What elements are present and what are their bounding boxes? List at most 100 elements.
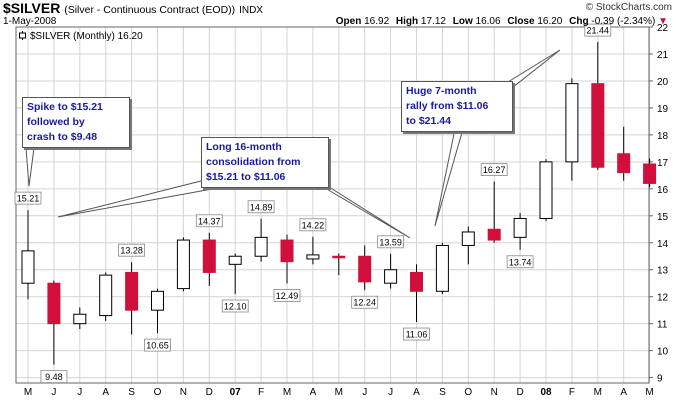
annotation-pointer bbox=[57, 179, 213, 218]
y-tick-label: 16 bbox=[657, 185, 669, 196]
y-tick-label: 12 bbox=[657, 293, 669, 304]
candles bbox=[21, 42, 657, 365]
annotation-line: consolidation from bbox=[206, 156, 301, 168]
candle bbox=[539, 159, 553, 222]
candle bbox=[228, 253, 242, 294]
price-label-box bbox=[144, 338, 171, 352]
price-label: 21.44 bbox=[584, 23, 612, 37]
candle bbox=[384, 253, 398, 289]
candle-body-up bbox=[151, 290, 164, 311]
legend-candle-icon bbox=[18, 31, 27, 40]
x-tick-label: M bbox=[645, 387, 653, 398]
price-label-text: 16.27 bbox=[483, 165, 506, 175]
price-label-text: 12.24 bbox=[353, 298, 376, 308]
symbol-title: $SILVER (Silver - Continuous Contract (E… bbox=[3, 0, 263, 16]
annotation-spike: Spike to $15.21 followed by crash to $9.… bbox=[22, 97, 130, 148]
y-tick-label: 22 bbox=[657, 23, 669, 34]
candle-body-down bbox=[410, 271, 423, 292]
y-tick-label: 11 bbox=[657, 320, 668, 331]
x-tick-label: M bbox=[335, 387, 343, 398]
annotation-line: Huge 7-month bbox=[406, 85, 477, 97]
candle-body-up bbox=[306, 254, 320, 260]
close-label: Close bbox=[507, 16, 535, 27]
price-label-text: 13.74 bbox=[509, 257, 532, 267]
candle bbox=[73, 307, 87, 330]
chg-down-arrow-icon: ▼ bbox=[658, 16, 668, 27]
x-tick-label: J bbox=[51, 387, 56, 398]
y-tick-label: 13 bbox=[657, 266, 669, 277]
plot-frame bbox=[15, 26, 650, 384]
price-label-box bbox=[403, 327, 430, 341]
candle bbox=[176, 237, 190, 292]
candle bbox=[202, 232, 216, 286]
price-label: 9.48 bbox=[40, 370, 68, 384]
price-label: 16.27 bbox=[480, 163, 508, 176]
candle-body-up bbox=[99, 274, 113, 317]
candle-body-down bbox=[617, 153, 631, 174]
annotation-line: followed by bbox=[27, 116, 85, 128]
candle-body-down bbox=[280, 239, 294, 263]
x-axis: M J J A S O N D 07 F M A M J J A S O N D 08 F M A M bbox=[24, 387, 654, 398]
price-label: 14.89 bbox=[247, 200, 275, 214]
price-label-box bbox=[377, 235, 405, 249]
annotation-line: crash to $9.48 bbox=[27, 131, 98, 143]
candle bbox=[591, 42, 605, 170]
candle-body-down bbox=[125, 271, 139, 311]
y-tick-label: 10 bbox=[657, 347, 669, 358]
symbol: $SILVER bbox=[3, 0, 61, 16]
candle bbox=[513, 213, 527, 250]
candle-body-up bbox=[539, 161, 553, 219]
candle bbox=[125, 262, 139, 335]
price-label: 15.21 bbox=[14, 191, 42, 205]
x-tick-label: J bbox=[77, 387, 82, 398]
candle bbox=[47, 280, 61, 365]
x-tick-label: N bbox=[180, 387, 187, 398]
candle-body-down bbox=[487, 228, 501, 241]
price-label: 14.22 bbox=[299, 218, 327, 232]
annotation-rally: Huge 7-month rally from $11.06 to $21.44 bbox=[401, 81, 513, 132]
price-label-box bbox=[14, 191, 42, 205]
price-label-box bbox=[506, 255, 534, 269]
annotation-pointer bbox=[434, 128, 464, 227]
x-tick-label: M bbox=[24, 387, 32, 398]
open-label: Open bbox=[335, 16, 362, 27]
annotation-connectors bbox=[25, 49, 561, 239]
price-label: 12.10 bbox=[221, 299, 249, 313]
price-label-box bbox=[584, 23, 612, 37]
x-tick-label: J bbox=[362, 387, 367, 398]
x-tick-label: F bbox=[258, 387, 264, 398]
candle-body-up bbox=[73, 313, 87, 325]
candle bbox=[617, 126, 631, 181]
x-tick-label: F bbox=[569, 387, 575, 398]
candle bbox=[643, 158, 657, 188]
candle bbox=[280, 234, 294, 284]
low-value: 16.06 bbox=[475, 16, 501, 27]
candle-body-up bbox=[254, 236, 268, 257]
x-tick-label: S bbox=[128, 387, 135, 398]
candle-body-up bbox=[228, 255, 242, 265]
candle bbox=[21, 210, 35, 300]
candle bbox=[254, 218, 268, 262]
x-tick-label: A bbox=[102, 387, 109, 398]
legend-text: $SILVER (Monthly) 16.20 bbox=[30, 31, 143, 42]
price-label: 11.06 bbox=[403, 327, 430, 341]
price-label-text: 14.22 bbox=[302, 220, 325, 230]
high-value: 17.12 bbox=[420, 16, 446, 27]
price-label-text: 14.37 bbox=[198, 216, 221, 226]
price-label-box bbox=[480, 163, 508, 176]
x-tick-label: A bbox=[310, 387, 317, 398]
price-label-box bbox=[118, 243, 145, 257]
price-label: 13.59 bbox=[377, 235, 405, 249]
candle bbox=[358, 245, 372, 291]
high-label: High bbox=[395, 16, 419, 27]
price-label: 12.49 bbox=[273, 289, 301, 302]
annotation-line: $15.21 to $11.06 bbox=[206, 171, 286, 183]
chg-value: -0.39 (-2.34%) bbox=[591, 16, 656, 27]
y-tick-label: 21 bbox=[657, 50, 669, 61]
candle-body-down bbox=[358, 255, 372, 283]
open-value: 16.92 bbox=[364, 16, 390, 27]
price-label-text: 15.21 bbox=[17, 194, 40, 204]
annotation-line: rally from $11.06 bbox=[406, 100, 489, 112]
candle bbox=[306, 236, 320, 265]
